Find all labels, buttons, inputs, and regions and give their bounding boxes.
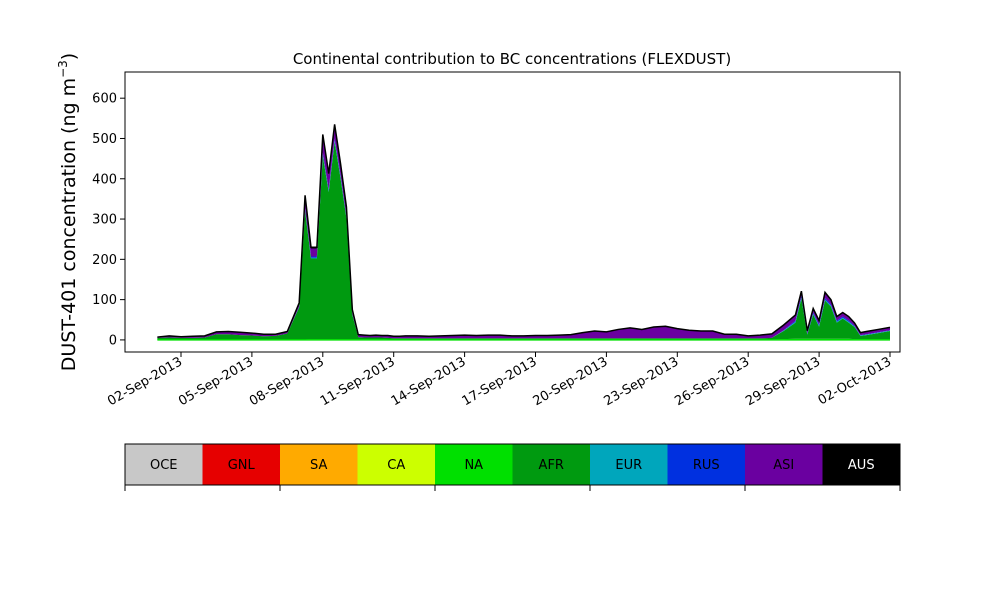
legend-swatch-aus xyxy=(822,444,901,485)
x-tick-label: 26-Sep-2013 xyxy=(672,354,752,409)
legend-label-oce: OCE xyxy=(150,458,178,473)
y-axis-label-superscript: −3 xyxy=(56,60,70,78)
y-tick-label: 500 xyxy=(92,132,117,147)
area-asi xyxy=(157,126,890,339)
total-outline xyxy=(157,124,891,338)
legend-label-eur: EUR xyxy=(615,458,642,473)
chart-title: Continental contribution to BC concentra… xyxy=(293,50,731,68)
area-rus xyxy=(157,138,890,339)
x-tick-label: 17-Sep-2013 xyxy=(460,354,540,409)
legend-label-gnl: GNL xyxy=(228,458,256,473)
region-color-legend: OCE GNL SA CA NA AFR EUR RUS ASI AUS xyxy=(124,443,901,491)
legend-swatch-gnl xyxy=(202,444,281,485)
x-tick-label: 20-Sep-2013 xyxy=(531,354,611,409)
x-tick-label: 02-Oct-2013 xyxy=(816,354,894,408)
x-axis: 02-Sep-201305-Sep-201308-Sep-201311-Sep-… xyxy=(105,352,894,409)
y-axis: 0 100 200 300 400 500 600 xyxy=(92,92,125,348)
plot-frame xyxy=(124,71,901,353)
x-tick-label: 05-Sep-2013 xyxy=(176,354,256,409)
legend-label-afr: AFR xyxy=(539,458,564,473)
legend-label-rus: RUS xyxy=(693,458,720,473)
y-tick-label: 0 xyxy=(109,333,117,348)
legend-swatch-na xyxy=(435,444,513,485)
x-tick-label: 02-Sep-2013 xyxy=(105,354,185,409)
legend-swatch-oce xyxy=(125,444,203,485)
legend-label-ca: CA xyxy=(387,458,405,473)
y-tick-label: 100 xyxy=(92,293,117,308)
legend-swatch-afr xyxy=(512,444,591,485)
legend-swatch-eur xyxy=(590,444,668,485)
x-tick-label: 11-Sep-2013 xyxy=(318,354,398,409)
x-tick-label: 23-Sep-2013 xyxy=(601,354,681,409)
x-tick-label: 08-Sep-2013 xyxy=(247,354,327,409)
x-tick-label: 29-Sep-2013 xyxy=(743,354,823,409)
legend-swatch-asi xyxy=(745,444,823,485)
area-aus xyxy=(157,124,890,338)
y-tick-label: 600 xyxy=(92,92,117,107)
legend-swatch-ca xyxy=(357,444,436,485)
x-tick-label: 14-Sep-2013 xyxy=(389,354,469,409)
legend-label-sa: SA xyxy=(310,458,327,473)
stacked-area-layer xyxy=(157,124,890,340)
y-axis-label-close: ) xyxy=(58,53,80,60)
legend-label-na: NA xyxy=(464,458,483,473)
area-afr xyxy=(157,141,890,340)
legend-label-aus: AUS xyxy=(848,458,875,473)
y-tick-label: 200 xyxy=(92,253,117,268)
legend-frame xyxy=(124,443,901,486)
legend-label-asi: ASI xyxy=(773,458,794,473)
y-tick-label: 400 xyxy=(92,172,117,187)
y-axis-label: DUST-401 concentration (ng m−3) xyxy=(56,53,80,371)
y-tick-label: 300 xyxy=(92,213,117,228)
legend-swatch-sa xyxy=(280,444,358,485)
legend-swatch-rus xyxy=(667,444,746,485)
y-axis-label-text: DUST-401 concentration (ng m xyxy=(58,78,80,371)
area-eur xyxy=(157,140,890,339)
